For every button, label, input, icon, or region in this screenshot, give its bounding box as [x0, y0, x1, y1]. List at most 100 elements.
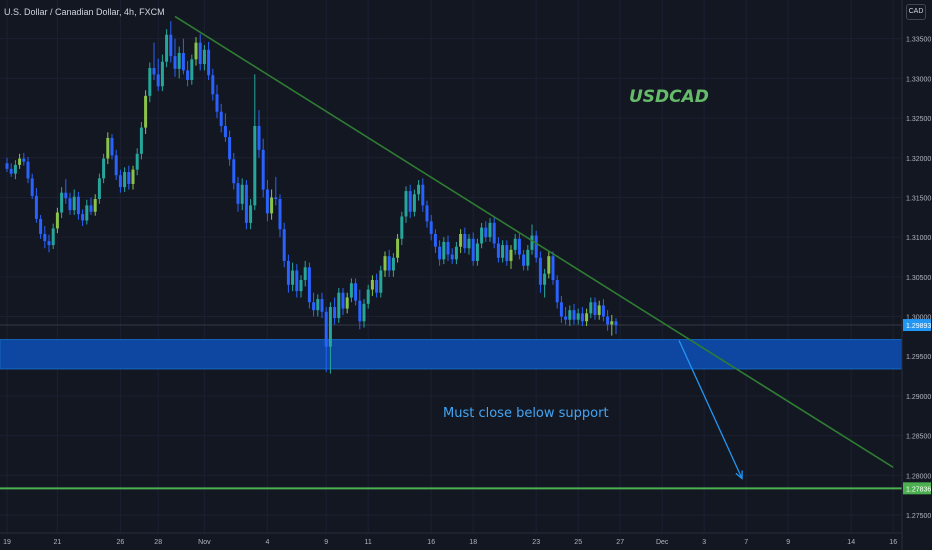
candle-body: [47, 241, 51, 246]
candle-body: [438, 246, 442, 260]
usdcad-annotation[interactable]: USDCAD: [629, 87, 709, 107]
candle-body: [354, 283, 358, 301]
candle: [270, 189, 274, 220]
candle-body: [501, 245, 505, 258]
candle-body: [375, 280, 379, 293]
candle: [429, 214, 433, 241]
candle-body: [186, 70, 190, 80]
candle: [223, 113, 227, 142]
support-note-annotation[interactable]: Must close below support: [443, 406, 609, 421]
candle-body: [9, 168, 13, 174]
candle-body: [320, 299, 324, 312]
candle: [173, 38, 177, 77]
candle-body: [131, 169, 135, 184]
candle: [97, 173, 101, 204]
candle: [543, 268, 547, 298]
candle-body: [114, 155, 118, 176]
x-tick-label: 23: [532, 539, 540, 546]
candle-body: [156, 74, 160, 87]
y-tick-label: 1.29000: [906, 394, 931, 401]
candle: [585, 308, 589, 327]
candle: [551, 251, 555, 285]
candle-body: [274, 197, 278, 200]
candle-body: [316, 299, 320, 311]
candle: [345, 292, 349, 314]
candle-body: [223, 126, 227, 138]
candle: [383, 251, 387, 277]
candle-body: [286, 260, 290, 285]
projection-arrow[interactable]: [678, 340, 743, 479]
chart-grid: [0, 0, 902, 533]
candle: [144, 90, 148, 134]
candle: [60, 187, 64, 219]
candle-body: [475, 243, 479, 261]
candle: [123, 167, 127, 192]
currency-selector[interactable]: CAD: [906, 4, 926, 20]
candle: [404, 186, 408, 223]
candle-body: [370, 280, 374, 290]
candle-body: [18, 158, 22, 165]
candle: [417, 179, 421, 201]
candle: [5, 157, 9, 173]
candle-body: [106, 137, 110, 159]
y-axis[interactable]: 1.33500 1.33000 1.32500 1.32000 1.31500 1.310…: [901, 0, 932, 550]
candle-body: [13, 164, 17, 174]
candle: [64, 179, 68, 204]
candle-body: [496, 243, 500, 258]
candle: [13, 160, 17, 180]
candle: [202, 45, 206, 71]
candle: [375, 273, 379, 298]
candle: [337, 287, 341, 323]
candle-body: [551, 256, 555, 281]
candle-body: [601, 305, 605, 317]
candle: [370, 275, 374, 296]
candle: [471, 232, 475, 266]
candle-body: [72, 196, 76, 211]
candle: [236, 176, 240, 212]
symbol-title[interactable]: U.S. Dollar / Canadian Dollar, 4h, FXCM: [4, 7, 165, 17]
candle: [219, 103, 223, 133]
candle: [534, 230, 538, 263]
candle: [265, 179, 269, 222]
candle: [467, 233, 471, 255]
candle-body: [295, 270, 299, 292]
candle: [81, 209, 85, 227]
candle-body: [26, 161, 30, 179]
candle: [215, 84, 219, 119]
candle: [572, 303, 576, 325]
candle-body: [152, 68, 156, 75]
candle: [198, 33, 202, 71]
candle-body: [417, 184, 421, 195]
y-axis-background: [902, 0, 932, 550]
candle: [450, 248, 454, 265]
support-zone[interactable]: [0, 339, 903, 370]
candle-body: [265, 189, 269, 214]
candle: [421, 178, 425, 212]
candle-body: [232, 159, 236, 184]
candle-body: [333, 307, 337, 319]
candle-body: [593, 302, 597, 315]
x-tick-label: 3: [702, 539, 706, 546]
candle: [547, 251, 551, 279]
candle-body: [261, 149, 265, 190]
candle: [110, 133, 114, 160]
y-tick-label: 1.28000: [906, 473, 931, 480]
candle-body: [270, 197, 274, 214]
candle-body: [312, 302, 316, 311]
candle: [55, 207, 59, 234]
candlestick-series: [5, 21, 618, 374]
candle-body: [379, 270, 383, 293]
candle: [484, 221, 488, 242]
x-tick-label: 28: [154, 539, 162, 546]
candle: [513, 233, 517, 255]
candle: [211, 68, 215, 101]
candle: [459, 229, 463, 254]
candle: [295, 264, 299, 298]
candle-body: [123, 172, 127, 188]
candle-body: [589, 302, 593, 314]
candle-body: [64, 192, 68, 199]
candle: [249, 199, 253, 230]
x-axis[interactable]: 19 21 26 28 Nov 4 9 11 16 18 23 25 27 Dec 3 7 9 14 16: [0, 532, 932, 550]
descending-trendline[interactable]: [174, 15, 894, 469]
